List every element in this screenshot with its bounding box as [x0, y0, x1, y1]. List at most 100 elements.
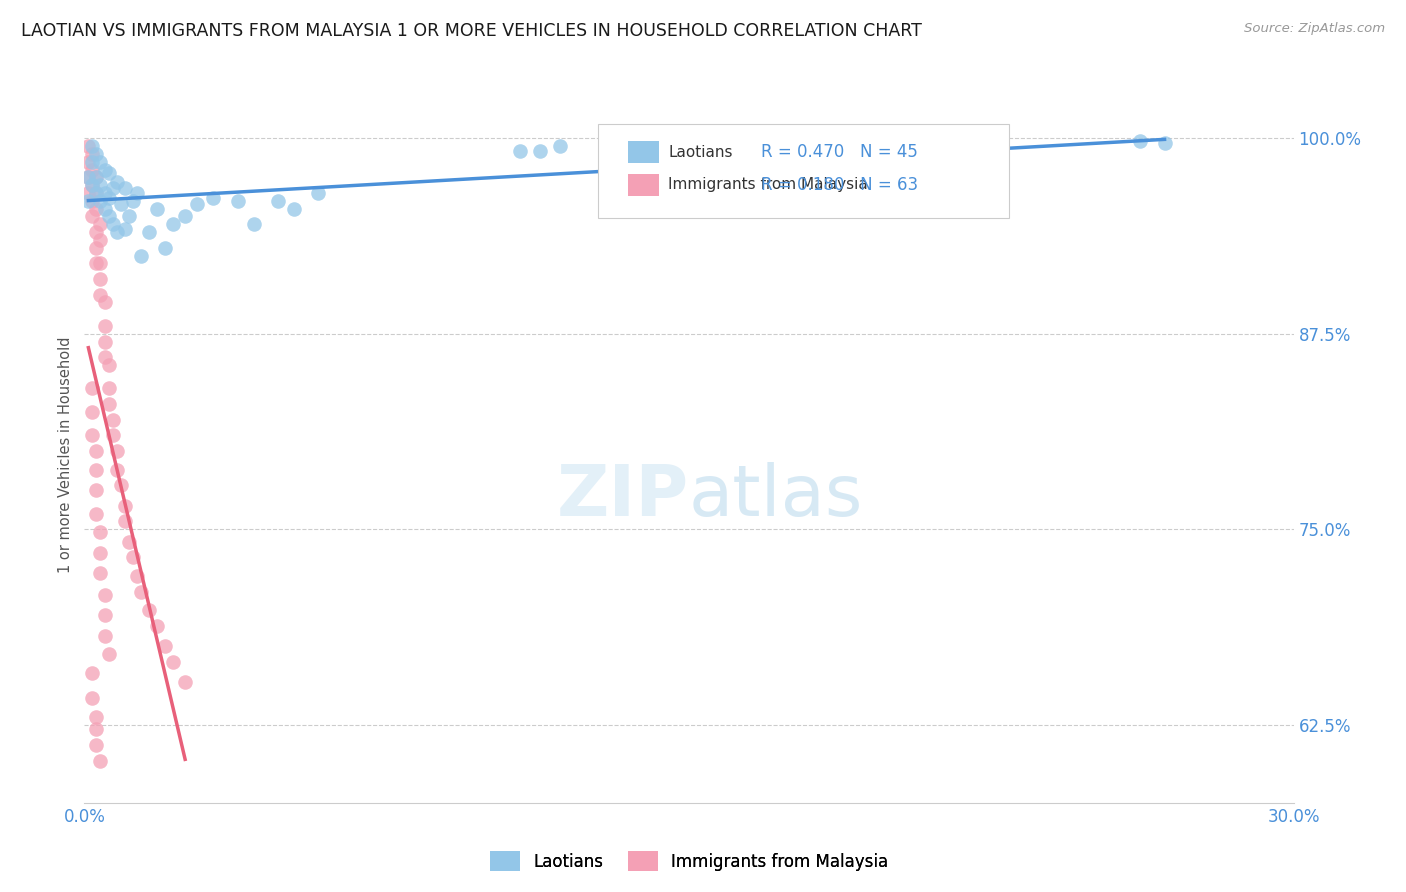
- Point: [105, 225, 128, 239]
- Point: [93, 350, 115, 364]
- Point: [114, 181, 136, 195]
- Point: [202, 191, 225, 205]
- Point: [77, 154, 100, 169]
- Point: [89, 546, 111, 560]
- Point: [153, 640, 176, 654]
- Point: [226, 194, 249, 208]
- Point: [105, 175, 128, 189]
- Text: LAOTIAN VS IMMIGRANTS FROM MALAYSIA 1 OR MORE VEHICLES IN HOUSEHOLD CORRELATION : LAOTIAN VS IMMIGRANTS FROM MALAYSIA 1 OR…: [21, 22, 922, 40]
- Point: [89, 566, 111, 580]
- Point: [129, 584, 152, 599]
- Point: [77, 186, 100, 200]
- Point: [86, 444, 108, 458]
- Point: [138, 603, 160, 617]
- Point: [97, 191, 120, 205]
- Point: [82, 162, 104, 177]
- Point: [93, 162, 115, 177]
- Point: [77, 194, 100, 208]
- Point: [89, 194, 111, 208]
- Point: [186, 197, 208, 211]
- Point: [82, 139, 104, 153]
- Point: [89, 272, 111, 286]
- Point: [86, 507, 108, 521]
- Point: [89, 154, 111, 169]
- Point: [162, 217, 184, 231]
- Point: [97, 358, 120, 372]
- Point: [174, 675, 197, 690]
- Point: [82, 210, 104, 224]
- Y-axis label: 1 or more Vehicles in Household: 1 or more Vehicles in Household: [58, 336, 73, 574]
- Point: [97, 647, 120, 661]
- Point: [93, 588, 115, 602]
- FancyBboxPatch shape: [628, 174, 659, 196]
- Point: [105, 463, 128, 477]
- Point: [93, 295, 115, 310]
- Point: [97, 397, 120, 411]
- Point: [89, 178, 111, 193]
- Point: [77, 170, 100, 185]
- Point: [86, 463, 108, 477]
- Text: atlas: atlas: [689, 462, 863, 531]
- Point: [1129, 135, 1152, 149]
- Point: [86, 225, 108, 239]
- Point: [548, 139, 571, 153]
- Point: [93, 318, 115, 333]
- Point: [82, 666, 104, 681]
- Point: [114, 514, 136, 528]
- Point: [242, 217, 264, 231]
- Point: [86, 202, 108, 216]
- Point: [110, 197, 132, 211]
- Point: [89, 233, 111, 247]
- Point: [138, 225, 160, 239]
- Point: [267, 194, 290, 208]
- Point: [162, 655, 184, 669]
- Point: [82, 691, 104, 706]
- Point: [118, 210, 141, 224]
- Point: [101, 428, 124, 442]
- Point: [86, 256, 108, 270]
- Point: [529, 144, 551, 158]
- Point: [89, 256, 111, 270]
- Legend: Laotians, Immigrants from Malaysia: Laotians, Immigrants from Malaysia: [482, 845, 896, 878]
- Point: [307, 186, 329, 200]
- Point: [121, 194, 143, 208]
- Point: [509, 144, 531, 158]
- Point: [93, 186, 115, 200]
- Point: [82, 405, 104, 419]
- Point: [82, 194, 104, 208]
- Point: [283, 202, 305, 216]
- Point: [82, 428, 104, 442]
- Point: [82, 178, 104, 193]
- Text: Laotians: Laotians: [668, 145, 733, 160]
- Point: [86, 186, 108, 200]
- Point: [93, 202, 115, 216]
- Point: [146, 202, 169, 216]
- Text: R = 0.470   N = 45: R = 0.470 N = 45: [762, 144, 918, 161]
- Point: [82, 382, 104, 396]
- Point: [82, 154, 104, 169]
- Point: [86, 170, 108, 185]
- Point: [101, 413, 124, 427]
- Point: [97, 210, 120, 224]
- Point: [89, 217, 111, 231]
- Point: [153, 241, 176, 255]
- Point: [101, 217, 124, 231]
- Point: [86, 186, 108, 200]
- Point: [86, 147, 108, 161]
- Text: ZIP: ZIP: [557, 462, 689, 531]
- Point: [86, 710, 108, 724]
- Point: [146, 619, 169, 633]
- Point: [129, 249, 152, 263]
- FancyBboxPatch shape: [599, 124, 1010, 219]
- Point: [125, 186, 148, 200]
- Point: [82, 178, 104, 193]
- Point: [1153, 136, 1175, 150]
- Point: [77, 139, 100, 153]
- Point: [97, 166, 120, 180]
- Point: [89, 525, 111, 540]
- Point: [97, 382, 120, 396]
- Point: [93, 608, 115, 623]
- Point: [121, 550, 143, 565]
- FancyBboxPatch shape: [628, 141, 659, 163]
- Point: [86, 723, 108, 737]
